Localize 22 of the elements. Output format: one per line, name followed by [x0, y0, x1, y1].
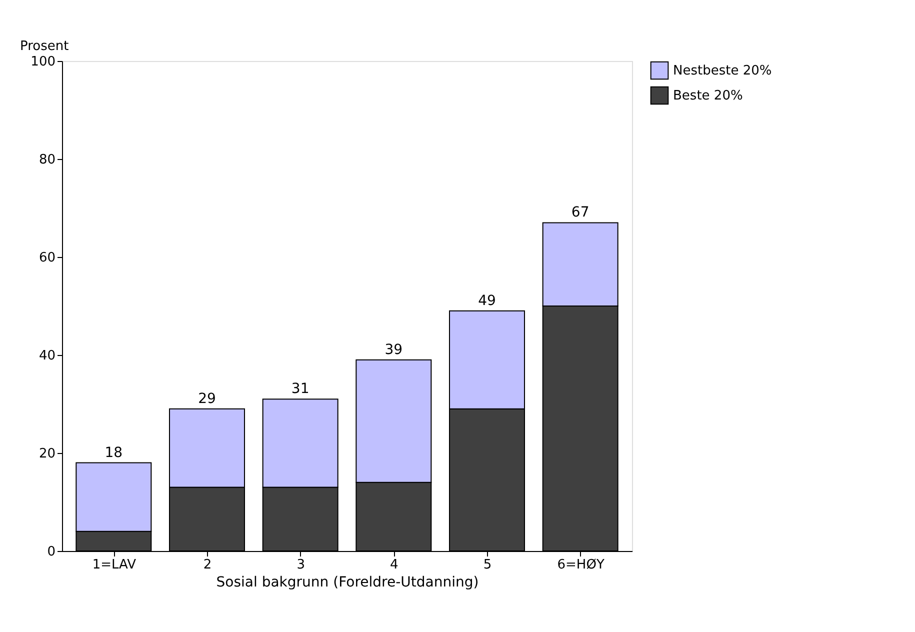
y-tick-label: 100 [30, 54, 56, 70]
total-label: 18 [104, 444, 123, 461]
y-tick-label: 80 [38, 152, 56, 168]
total-label: 31 [291, 381, 310, 398]
legend-label: Beste 20% [673, 88, 743, 104]
x-tick-label: 4 [390, 558, 398, 572]
x-tick-label: 6=HØY [557, 558, 604, 572]
total-label: 67 [571, 204, 590, 221]
y-tick-label: 20 [38, 446, 56, 462]
y-axis-title: Prosent [20, 39, 69, 54]
x-tick-label: 3 [296, 558, 305, 572]
y-tick-label: 60 [38, 250, 56, 266]
total-label: 29 [198, 390, 216, 407]
legend-label: Nestbeste 20% [673, 64, 772, 78]
total-label: 49 [478, 292, 496, 309]
x-tick-label: 2 [203, 558, 212, 572]
y-tick-label: 40 [38, 348, 56, 364]
x-tick-label: 1=LAV [92, 558, 136, 572]
x-axis-title: Sosial bakgrunn (Foreldre-Utdanning) [216, 574, 479, 590]
y-tick-label: 0 [47, 544, 56, 560]
x-tick-label: 5 [483, 558, 492, 572]
total-label: 39 [384, 342, 403, 358]
